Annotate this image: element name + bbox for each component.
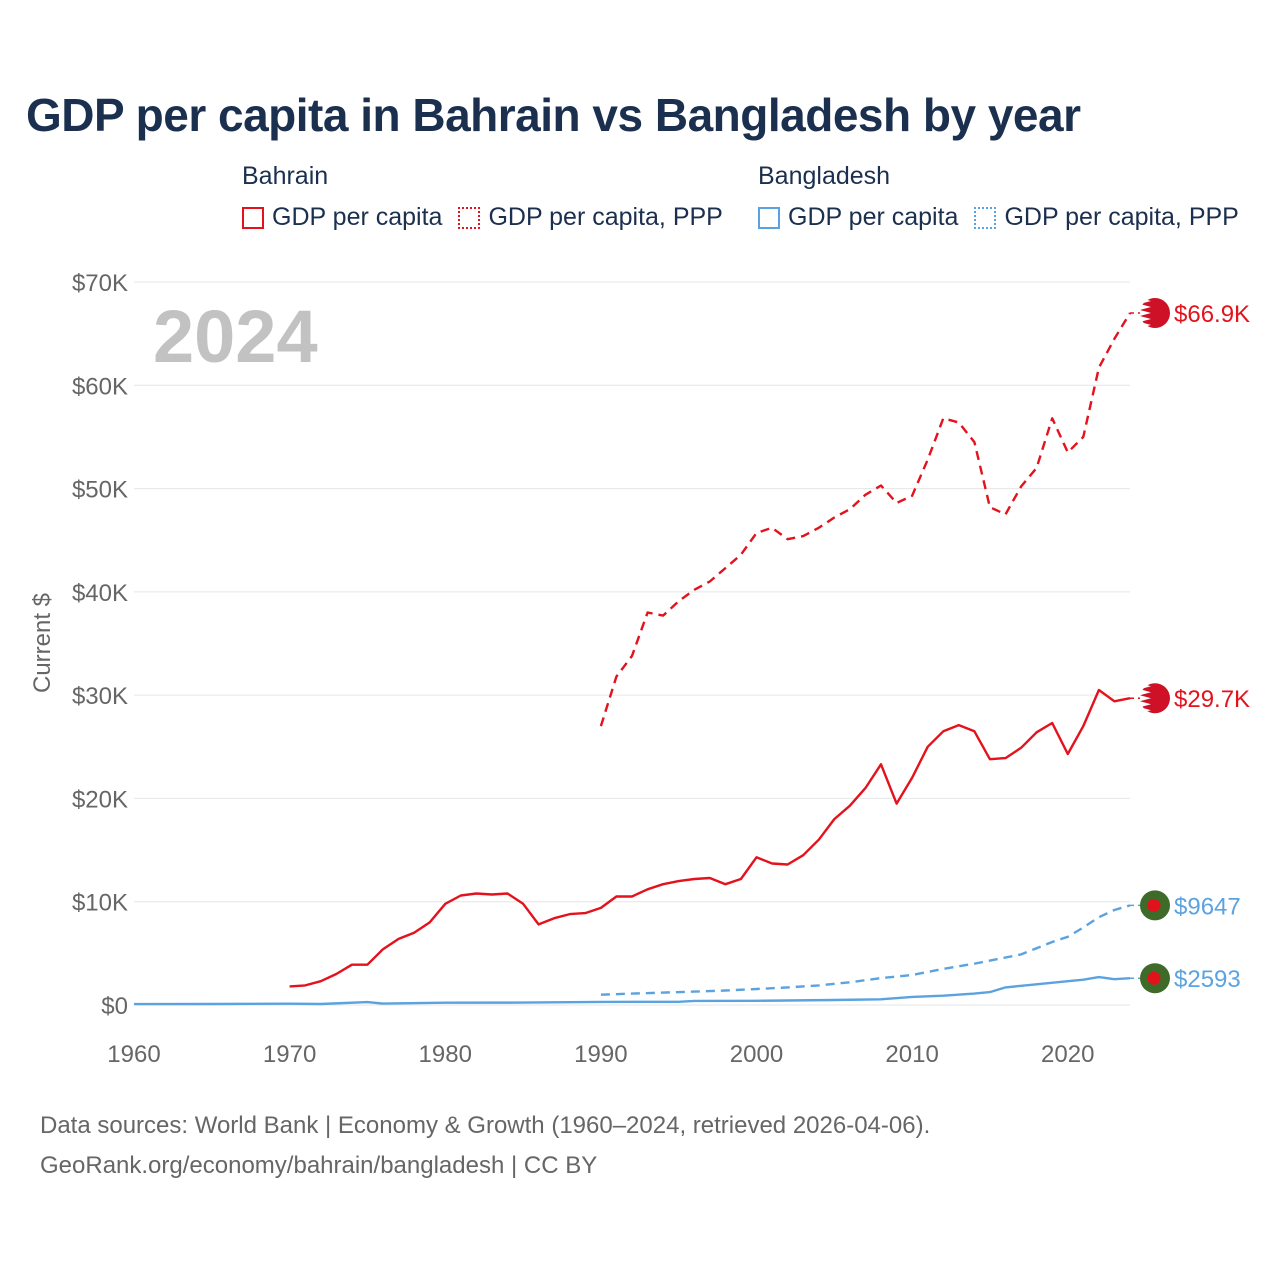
x-tick-label: 2010 bbox=[885, 1041, 938, 1068]
legend-country-label: Bahrain bbox=[242, 162, 329, 190]
legend-item-bahrain-gdp-ppp[interactable]: GDP per capita, PPP bbox=[458, 203, 723, 232]
legend-item-label: GDP per capita bbox=[272, 203, 443, 231]
x-tick-label: 2020 bbox=[1041, 1041, 1094, 1068]
y-tick-label: $60K bbox=[72, 373, 128, 400]
y-tick-label: $40K bbox=[72, 580, 128, 607]
x-tick-label: 1960 bbox=[107, 1041, 160, 1068]
series-end-label: $66.9K bbox=[1174, 301, 1250, 328]
series-line[interactable] bbox=[133, 975, 1131, 1006]
legend-item-bangladesh-gdp-ppp[interactable]: GDP per capita, PPP bbox=[974, 203, 1239, 232]
y-axis-label: Current $ bbox=[29, 593, 56, 693]
series-lines bbox=[133, 312, 1132, 1006]
y-axis-ticks: $0 $10K $20K $30K $40K $50K $60K $70K bbox=[72, 270, 128, 1020]
legend-swatch-solid bbox=[242, 206, 264, 229]
series-line[interactable] bbox=[600, 904, 1131, 996]
legend-country-label: Bangladesh bbox=[758, 162, 891, 190]
legend-item-bangladesh-gdp[interactable]: GDP per capita bbox=[758, 203, 958, 232]
footer-attribution[interactable]: GeoRank.org/economy/bahrain/bangladesh |… bbox=[40, 1152, 598, 1179]
legend-group-bangladesh: Bangladesh GDP per capita GDP per capita… bbox=[758, 162, 1255, 232]
y-tick-label: $20K bbox=[72, 786, 128, 813]
bangladesh-flag-icon bbox=[1140, 963, 1170, 994]
chart-title: GDP per capita in Bahrain vs Bangladesh … bbox=[26, 89, 1081, 141]
x-tick-label: 2000 bbox=[730, 1041, 783, 1068]
x-tick-label: 1970 bbox=[263, 1041, 316, 1068]
x-axis-ticks: 1960 1970 1980 1990 2000 2010 2020 bbox=[107, 1041, 1094, 1068]
y-tick-label: $50K bbox=[72, 477, 128, 504]
series-endpoints: $66.9K $29.7K $9647 $2593 bbox=[1130, 297, 1250, 994]
series-line[interactable] bbox=[599, 312, 1132, 727]
legend-item-label: GDP per capita, PPP bbox=[1004, 203, 1239, 231]
series-end-label: $9647 bbox=[1174, 893, 1241, 920]
bangladesh-flag-icon bbox=[1140, 890, 1170, 921]
legend-swatch-dotted bbox=[974, 206, 997, 229]
y-tick-label: $30K bbox=[72, 683, 128, 710]
year-watermark: 2024 bbox=[153, 295, 318, 378]
series-line[interactable] bbox=[289, 688, 1131, 988]
legend-group-bahrain: Bahrain GDP per capita GDP per capita, P… bbox=[242, 162, 739, 232]
bahrain-flag-icon bbox=[1140, 297, 1170, 328]
x-tick-label: 1990 bbox=[574, 1041, 627, 1068]
legend-swatch-solid bbox=[758, 206, 780, 229]
legend-item-label: GDP per capita bbox=[788, 203, 959, 231]
series-end-label: $29.7K bbox=[1174, 686, 1250, 713]
y-tick-label: $70K bbox=[72, 270, 128, 297]
series-end-label: $2593 bbox=[1174, 966, 1241, 993]
bahrain-flag-icon bbox=[1140, 683, 1170, 714]
legend-item-bahrain-gdp[interactable]: GDP per capita bbox=[242, 203, 442, 232]
legend-item-label: GDP per capita, PPP bbox=[488, 203, 723, 231]
x-tick-label: 1980 bbox=[419, 1041, 472, 1068]
y-tick-label: $10K bbox=[72, 890, 128, 917]
legend-swatch-dotted bbox=[458, 206, 481, 229]
footer-sources: Data sources: World Bank | Economy & Gro… bbox=[40, 1112, 931, 1139]
y-tick-label: $0 bbox=[101, 993, 128, 1020]
footer: Data sources: World Bank | Economy & Gro… bbox=[40, 1106, 930, 1186]
